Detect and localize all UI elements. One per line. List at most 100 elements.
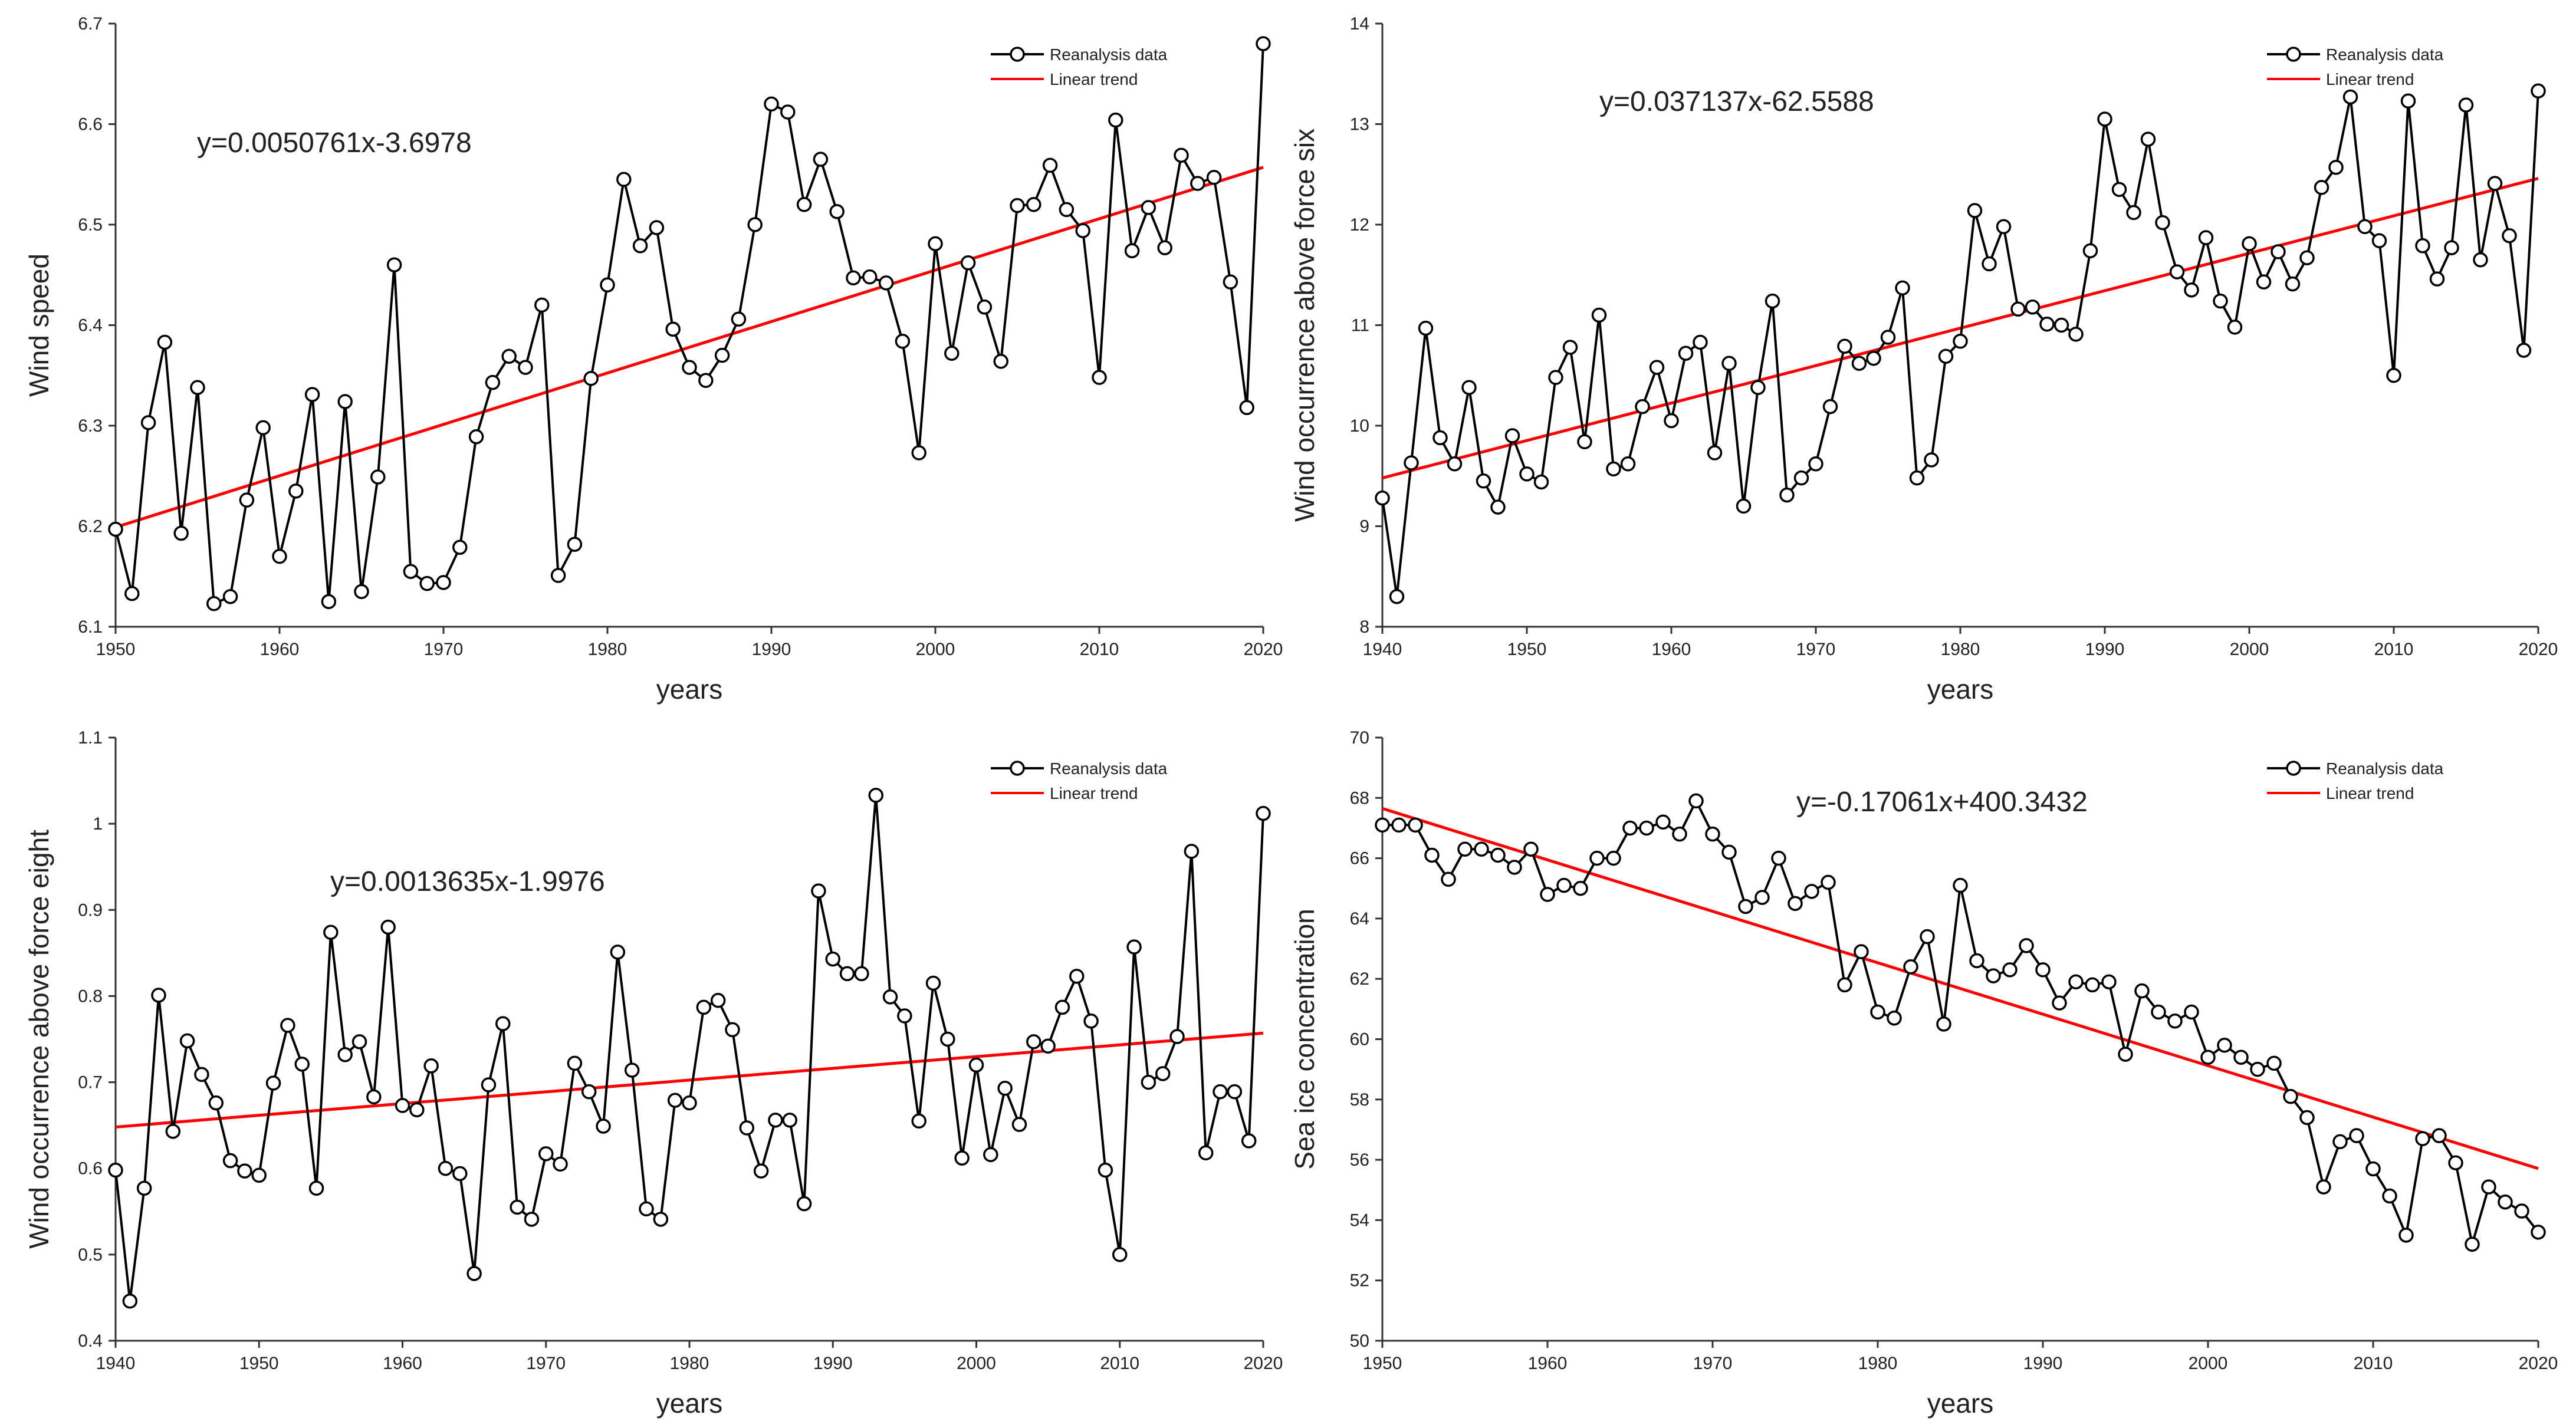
y-tick-label: 0.6 (78, 1159, 103, 1179)
x-tick-label: 1980 (1941, 640, 1980, 659)
data-point (2266, 1055, 2282, 1071)
data-point (1793, 470, 1809, 486)
y-tick-label: 58 (1350, 1090, 1369, 1110)
data-point (1490, 847, 1506, 863)
data-point (739, 1120, 755, 1136)
data-point (1447, 456, 1463, 472)
data-point (2448, 1155, 2463, 1170)
data-point (2140, 131, 2156, 147)
data-point (667, 1093, 683, 1108)
data-point (151, 988, 166, 1003)
legend-label-trend: Linear trend (2326, 70, 2414, 88)
data-point (423, 1058, 439, 1074)
data-point (649, 220, 665, 235)
data-point (2349, 1128, 2364, 1143)
data-point (2299, 250, 2315, 266)
data-point (811, 883, 826, 899)
data-point (2151, 1004, 2166, 1020)
y-tick-label: 0.4 (78, 1331, 103, 1351)
data-point (1664, 413, 1679, 429)
data-point (251, 1167, 267, 1183)
data-point (370, 469, 386, 485)
x-tick-label: 2000 (916, 640, 955, 659)
data-point (337, 394, 353, 409)
data-point (1540, 887, 1555, 902)
y-tick-label: 0.7 (78, 1073, 103, 1093)
y-tick-label: 6.6 (78, 115, 103, 134)
data-point (1771, 850, 1786, 866)
y-tick-label: 66 (1350, 849, 1369, 868)
data-point (862, 269, 878, 285)
data-point (2432, 1128, 2447, 1143)
y-tick-label: 9 (1359, 517, 1369, 537)
data-point (1533, 474, 1549, 490)
y-tick-label: 0.8 (78, 986, 103, 1006)
legend-marker-data (1010, 47, 1025, 62)
data-point (944, 346, 960, 361)
data-point (1474, 841, 1489, 857)
data-point (1788, 896, 1803, 912)
data-point (468, 429, 484, 445)
data-point (1059, 202, 1075, 218)
data-point (1490, 499, 1506, 515)
y-tick-label: 1.1 (78, 728, 103, 748)
data-point (882, 989, 898, 1005)
x-tick-label: 1940 (1363, 640, 1402, 659)
data-point (1969, 953, 1984, 969)
data-point (1375, 817, 1390, 833)
data-point (583, 371, 599, 386)
chart-svg: 1950 1960 1970 1980 1990 2000 2010 2020 50 52 54 56… (1289, 728, 2558, 1419)
data-point (2458, 97, 2474, 113)
y-axis-label: Wind occurrence above force eight (24, 830, 54, 1249)
data-point (2516, 343, 2532, 358)
data-point (2039, 317, 2055, 332)
data-point (1174, 147, 1189, 163)
data-point (2184, 282, 2199, 298)
data-point (868, 788, 883, 803)
data-point (157, 334, 173, 350)
data-point (696, 999, 712, 1015)
data-point (796, 197, 812, 212)
y-tick-label: 1 (93, 814, 103, 834)
data-point (1227, 1084, 1243, 1100)
data-point (928, 236, 943, 252)
data-point (1635, 399, 1650, 414)
data-point (2053, 317, 2069, 333)
data-point (518, 360, 533, 375)
data-point (1523, 841, 1539, 857)
data-point (1256, 36, 1271, 51)
x-tick-label: 1990 (813, 1354, 853, 1373)
data-point (911, 1113, 926, 1129)
data-point (1887, 1010, 1902, 1026)
data-point (2481, 1179, 2496, 1195)
data-point (1157, 240, 1172, 255)
data-point (632, 238, 648, 254)
data-point (1866, 351, 1881, 366)
trend-equation: y=0.037137x-62.5588 (1599, 86, 1874, 117)
data-point (222, 1153, 238, 1169)
data-point (1573, 881, 1588, 896)
data-point (829, 204, 845, 219)
data-point (768, 1113, 783, 1128)
trend-line (115, 1031, 1264, 1129)
data-point (2233, 1049, 2249, 1065)
x-tick-label: 1980 (588, 640, 627, 659)
data-point (1808, 456, 1823, 472)
y-tick-label: 56 (1350, 1150, 1369, 1170)
y-tick-label: 64 (1350, 909, 1369, 929)
data-point (1404, 455, 1419, 470)
data-point (2400, 93, 2416, 109)
data-point (925, 975, 941, 991)
y-tick-label: 6.4 (78, 316, 103, 335)
data-point (1069, 969, 1085, 984)
legend-label-data: Reanalysis data (2326, 759, 2444, 778)
data-point (534, 297, 550, 313)
data-point (1996, 219, 2012, 235)
data-point (977, 300, 993, 315)
data-point (1548, 370, 1563, 385)
data-point (1577, 434, 1592, 450)
data-point (581, 1084, 597, 1100)
x-tick-label: 1950 (96, 640, 136, 659)
data-point (354, 584, 369, 600)
